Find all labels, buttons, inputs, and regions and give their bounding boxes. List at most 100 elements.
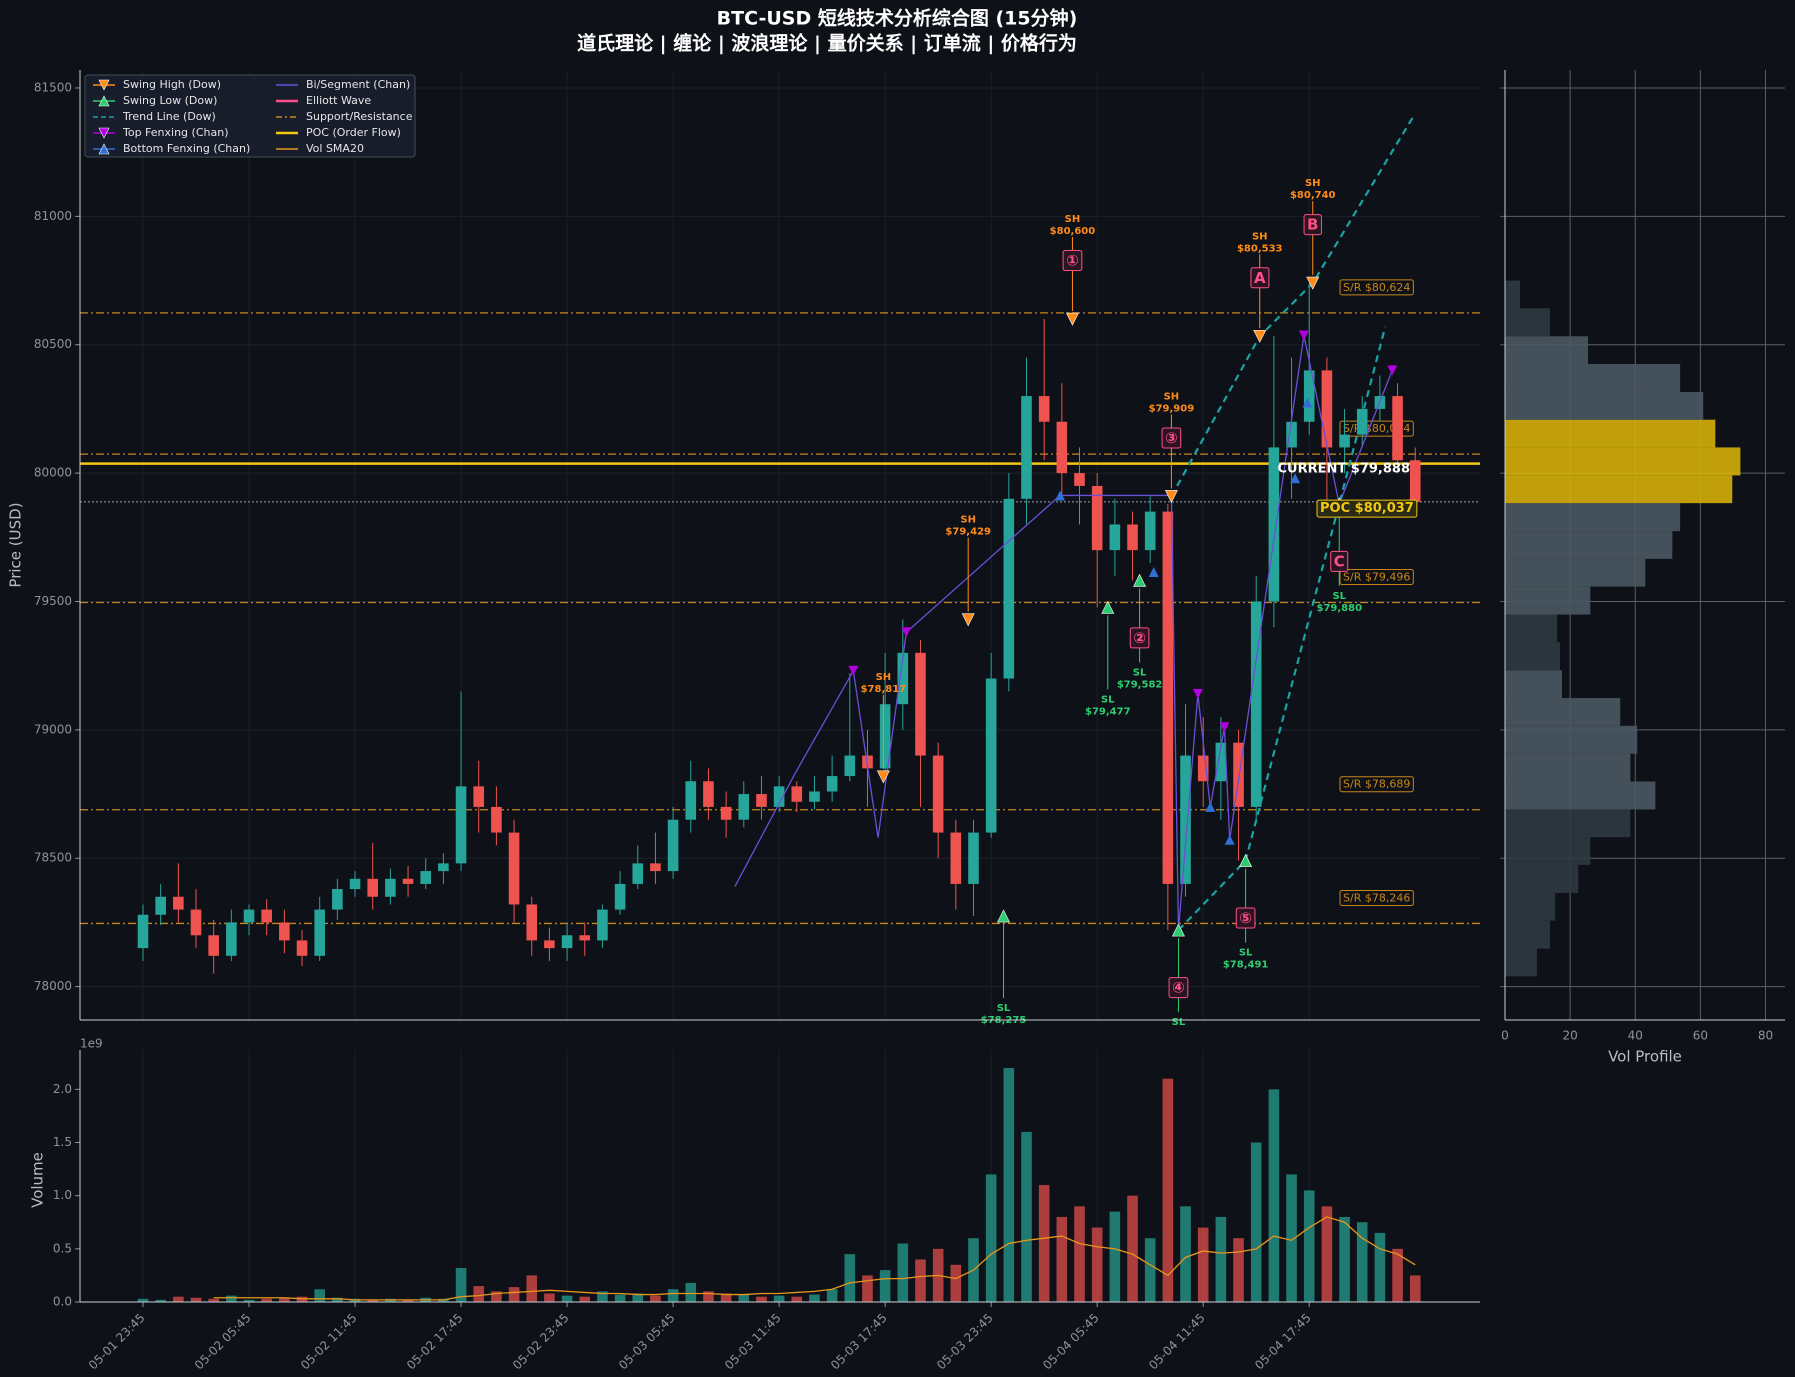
label-box (1062, 250, 1083, 272)
swing-tag: SH (1164, 391, 1180, 402)
label-box (1339, 569, 1414, 586)
volume-bar (809, 1294, 820, 1302)
candle-body (1074, 473, 1085, 486)
candle-body (1286, 421, 1297, 448)
profile-bar (1505, 920, 1550, 949)
volume-bar (1197, 1227, 1209, 1302)
fenxing-marker (1148, 566, 1159, 577)
candle-body (544, 940, 555, 949)
volume-scale-label: 1e9 (80, 1037, 103, 1051)
swing-marker (1171, 923, 1185, 937)
trend-line (1170, 115, 1415, 498)
swing-marker (1306, 276, 1320, 290)
candle-body (1321, 370, 1333, 448)
candle-body (314, 909, 326, 956)
wave-label: ⑤ (1239, 909, 1252, 927)
swing-price: $79,582 (1117, 679, 1163, 690)
profile-axis-label: Vol Profile (1608, 1048, 1682, 1066)
candle-body (226, 922, 237, 956)
candle-body (137, 914, 149, 949)
volume-bar (756, 1296, 767, 1302)
x-tick-label: 20 (1562, 1029, 1577, 1043)
volume-bar (1180, 1206, 1191, 1302)
profile-bar (1505, 558, 1646, 587)
legend-label: Elliott Wave (306, 94, 371, 107)
candle-body (1003, 498, 1015, 679)
candle-body (1144, 511, 1156, 551)
profile-bar (1505, 475, 1733, 504)
candle-body (809, 791, 820, 802)
volume-bar (526, 1275, 538, 1302)
volume-bar (1286, 1174, 1297, 1302)
candle-body (1162, 511, 1174, 884)
candle-body (1233, 742, 1244, 807)
volume-bar (1091, 1227, 1103, 1302)
volume-bar (173, 1296, 184, 1302)
y-tick-label: 81000 (34, 209, 72, 223)
volume-sma (213, 1216, 1416, 1301)
profile-bar (1505, 837, 1591, 865)
candle-body (791, 786, 803, 802)
volume-bar (402, 1299, 414, 1302)
candle-body (632, 863, 644, 884)
current-label: CURRENT $79,888 (1278, 461, 1410, 476)
volume-bar (455, 1267, 467, 1302)
candle-body (1038, 396, 1050, 422)
y-tick-label: 81500 (34, 80, 72, 94)
fenxing-marker (901, 627, 912, 638)
swing-price: $79,880 (1316, 603, 1362, 614)
volume-bar (1215, 1216, 1227, 1302)
sr-label: S/R $78,689 (1343, 778, 1410, 791)
legend-label: Trend Line (Dow) (122, 110, 216, 123)
swing-tag: SL (1101, 694, 1115, 705)
profile-bar (1505, 447, 1741, 476)
candle-body (1409, 460, 1421, 502)
label-box (1161, 427, 1182, 449)
volume-bar (1321, 1206, 1333, 1302)
volume-bar (738, 1294, 750, 1302)
candle-body (968, 832, 979, 884)
swing-price: $80,533 (1237, 243, 1283, 254)
candle-body (650, 863, 661, 872)
candle-body (1127, 524, 1138, 551)
volume-bar (1127, 1195, 1138, 1302)
legend-marker (98, 127, 110, 139)
profile-bar (1505, 809, 1631, 838)
legend-label: Swing Low (Dow) (123, 94, 217, 107)
fenxing-marker (1224, 834, 1235, 845)
volume-bar (1374, 1232, 1386, 1302)
candle-body (826, 776, 838, 792)
candle-body (243, 909, 255, 923)
candle-body (561, 935, 573, 949)
volume-bar (226, 1295, 237, 1302)
candle-body (915, 652, 926, 756)
volume-bar (190, 1297, 202, 1302)
candle-body (614, 883, 626, 910)
label-box (1303, 214, 1322, 236)
candle-body (844, 755, 856, 777)
legend-label: Vol SMA20 (306, 142, 364, 155)
fenxing-marker (848, 665, 859, 676)
fenxing-marker (1205, 801, 1216, 812)
label-box (1250, 267, 1270, 289)
y-tick-label: 1.5 (53, 1135, 72, 1149)
legend-label: Swing High (Dow) (123, 78, 221, 91)
volume-bar (1250, 1142, 1262, 1302)
x-tick-label: 40 (1628, 1029, 1643, 1043)
volume-bar (508, 1287, 520, 1302)
y-tick-label: 80000 (34, 466, 72, 480)
candle-body (420, 871, 432, 884)
x-tick-label: 80 (1758, 1029, 1773, 1043)
label-box (1316, 499, 1418, 518)
legend-marker (98, 143, 110, 155)
swing-price: $80,740 (1290, 190, 1336, 201)
candle-body (190, 909, 202, 936)
profile-bar (1505, 614, 1558, 643)
candle-body (1180, 755, 1191, 884)
volume-bar (720, 1293, 732, 1302)
swing-marker (1101, 600, 1115, 614)
trend-line (1177, 326, 1387, 931)
y-tick-label: 79000 (34, 722, 72, 736)
candle-body (879, 704, 891, 769)
candle-body (402, 878, 414, 884)
